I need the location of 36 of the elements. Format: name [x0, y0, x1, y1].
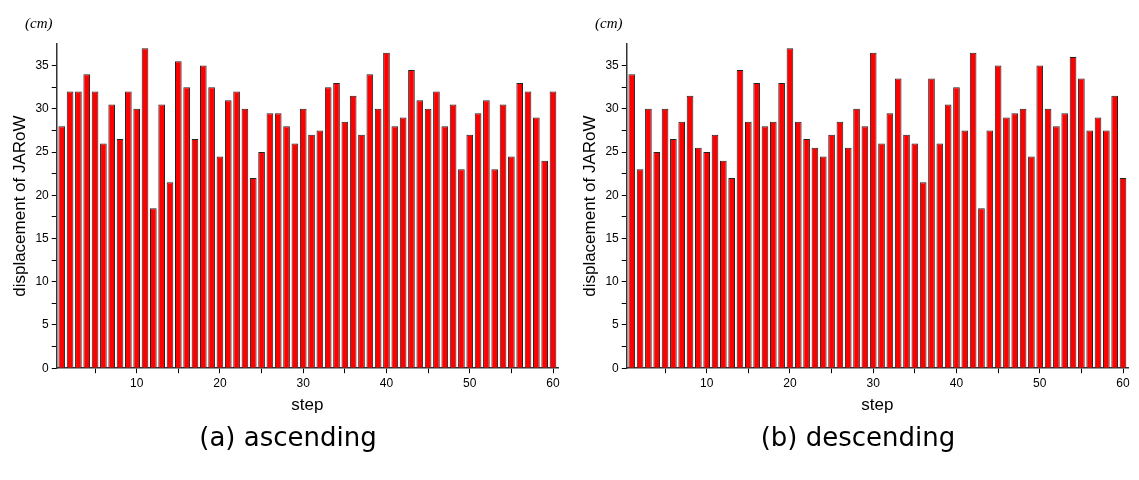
x-tick-label: 10 [700, 375, 714, 390]
y-tick-label: 15 [35, 230, 50, 245]
text: (cm) [25, 15, 53, 33]
x-tick-label: 20 [213, 375, 227, 390]
y-tick-label: 30 [605, 101, 620, 116]
y-tick-label: 20 [35, 187, 50, 202]
y-tick-label: 35 [605, 57, 620, 72]
x-tick-label: 30 [296, 375, 311, 390]
y-tick-label: 15 [605, 230, 620, 245]
y-tick-label: 10 [35, 274, 50, 289]
text: (a) ascending [199, 422, 377, 452]
x-axis-title: step [861, 395, 894, 415]
y-tick-label: 10 [605, 274, 620, 289]
text: (b) descending [760, 422, 956, 452]
x-tick-label: 60 [546, 375, 560, 390]
x-tick-label: 10 [130, 375, 144, 390]
y-tick-label: 25 [35, 144, 50, 159]
y-tick-label: 25 [605, 144, 620, 159]
x-tick-label: 30 [866, 375, 881, 390]
y-tick-label: 35 [35, 57, 50, 72]
y-tick-label: 20 [605, 187, 620, 202]
x-tick-label: 40 [949, 375, 964, 390]
y-axis-title: displacement of JARoW [9, 115, 29, 297]
y-tick-label: 5 [42, 317, 50, 332]
x-tick-label: 50 [463, 375, 477, 390]
y-tick-label: 30 [35, 101, 50, 116]
x-tick-label: 20 [783, 375, 797, 390]
x-tick-label: 50 [1033, 375, 1047, 390]
x-tick-label: 60 [1116, 375, 1130, 390]
x-axis-title: step [291, 395, 324, 415]
y-tick-label: 5 [612, 317, 620, 332]
text: (cm) [595, 15, 623, 33]
x-tick-label: 40 [379, 375, 394, 390]
y-tick-label: 0 [42, 360, 50, 375]
y-axis-title: displacement of JARoW [579, 115, 599, 297]
y-tick-label: 0 [612, 360, 620, 375]
